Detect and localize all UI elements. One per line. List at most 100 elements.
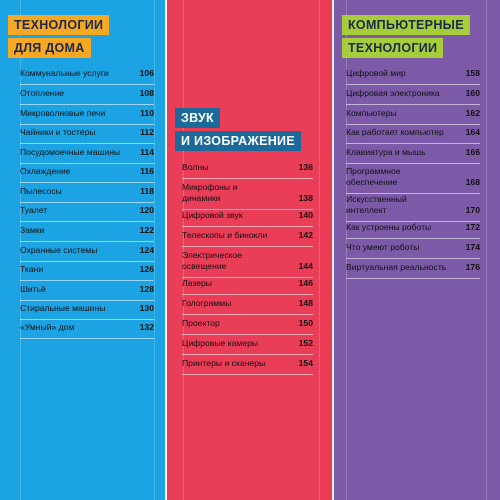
toc-item-page: 124 <box>139 245 154 255</box>
toc-item[interactable]: Как работает компьютер 164 <box>346 127 480 138</box>
toc-item[interactable]: Шитьё 128 <box>20 284 154 295</box>
toc-separator <box>20 124 154 125</box>
toc-separator <box>20 261 154 262</box>
toc-item-page: 128 <box>139 284 154 294</box>
toc-item-page: 170 <box>465 205 480 215</box>
toc-item-label: Программное обеспечение <box>346 166 401 187</box>
toc-item[interactable]: Замки 122 <box>20 225 154 236</box>
toc-item-page: 120 <box>139 205 154 215</box>
toc-item-label: Охранные системы <box>20 245 98 255</box>
toc-item-label: Ткани <box>20 264 44 274</box>
toc-item[interactable]: Отопление 108 <box>20 88 154 99</box>
toc-item[interactable]: Цифровой звук 140 <box>182 210 313 221</box>
toc-item-page: 162 <box>465 108 480 118</box>
toc-item[interactable]: Ткани 126 <box>20 264 154 275</box>
toc-item-page: 160 <box>465 88 480 98</box>
toc-item-label: Принтеры и сканеры <box>182 358 266 368</box>
toc-separator <box>20 202 154 203</box>
toc-item[interactable]: Компьютеры 162 <box>346 108 480 119</box>
toc-item[interactable]: Охлаждение 116 <box>20 166 154 177</box>
toc-item-page: 142 <box>298 230 313 240</box>
toc-item-label: Пылесосы <box>20 186 62 196</box>
toc-separator <box>346 193 480 194</box>
toc-item[interactable]: Коммунальные услуги 106 <box>20 68 154 79</box>
toc-item[interactable]: Посудомоечные машины 114 <box>20 147 154 158</box>
toc-item[interactable]: Стиральные машины 130 <box>20 303 154 314</box>
toc-separator <box>20 163 154 164</box>
column-home-technologies: ТЕХНОЛОГИИ ДЛЯ ДОМА Коммунальные услуги 1… <box>0 0 165 500</box>
toc-separator <box>20 319 154 320</box>
toc-item-page: 118 <box>140 186 154 196</box>
toc-item-label: Туалет <box>20 205 48 215</box>
toc-item[interactable]: Цифровая электроника 160 <box>346 88 480 99</box>
gridline <box>346 0 347 500</box>
gridline <box>486 0 487 500</box>
toc-item-label: Коммунальные услуги <box>20 68 109 78</box>
toc-item-label: Цифровой звук <box>182 210 243 220</box>
toc-item[interactable]: Программное обеспечение 168 <box>346 166 480 188</box>
toc-item-label: Отопление <box>20 88 65 98</box>
toc-item-label: Стиральные машины <box>20 303 106 313</box>
toc-item[interactable]: Искусственный интеллект 170 <box>346 194 480 216</box>
toc-item[interactable]: Голограммы 148 <box>182 298 313 309</box>
toc-item-page: 130 <box>139 303 154 313</box>
toc-separator <box>20 280 154 281</box>
toc-item[interactable]: Пылесосы 118 <box>20 186 154 197</box>
toc-item[interactable]: Проектор 150 <box>182 318 313 329</box>
toc-item-label: Проектор <box>182 318 220 328</box>
toc-item[interactable]: Чайники и тостеры 112 <box>20 127 154 138</box>
toc-item[interactable]: Телескопы и бинокли 142 <box>182 230 313 241</box>
toc-item-page: 106 <box>139 68 154 78</box>
toc-item-label: Волны <box>182 162 209 172</box>
toc-item-page: 166 <box>465 147 480 157</box>
toc-item[interactable]: «Умный» дом 132 <box>20 322 154 333</box>
section-title-line-1: ЗВУК <box>175 108 220 128</box>
toc-separator <box>182 226 313 227</box>
toc-item-label: Цифровой мир <box>346 68 406 78</box>
toc-item-label: Электрическое освещение <box>182 250 243 271</box>
toc-item-label: Виртуальная реальность <box>346 262 447 272</box>
toc-item[interactable]: Что умеют роботы 174 <box>346 242 480 253</box>
toc-item[interactable]: Охранные системы 124 <box>20 245 154 256</box>
toc-item-page: 154 <box>298 358 313 368</box>
toc-separator <box>346 124 480 125</box>
toc-item[interactable]: Лазеры 146 <box>182 278 313 289</box>
toc-item-page: 174 <box>465 242 480 252</box>
toc-separator <box>20 143 154 144</box>
column-divider <box>332 0 334 500</box>
toc-item-page: 148 <box>298 298 313 308</box>
toc-item-label: Телескопы и бинокли <box>182 230 268 240</box>
toc-item[interactable]: Виртуальная реальность 176 <box>346 262 480 273</box>
toc-separator <box>20 104 154 105</box>
toc-separator <box>182 178 313 179</box>
toc-separator <box>20 300 154 301</box>
toc-item[interactable]: Клавиатура и мышь 166 <box>346 147 480 158</box>
toc-item[interactable]: Электрическое освещение 144 <box>182 250 313 272</box>
toc-item-label: Охлаждение <box>20 166 71 176</box>
toc-item[interactable]: Туалет 120 <box>20 205 154 216</box>
column-computer-technologies: КОМПЬЮТЕРНЫЕ ТЕХНОЛОГИИ Цифровой мир 158 Ц… <box>334 0 500 500</box>
toc-item[interactable]: Волны 136 <box>182 162 313 173</box>
toc-separator <box>182 374 313 375</box>
toc-item[interactable]: Принтеры и сканеры 154 <box>182 358 313 369</box>
toc-separator <box>20 338 154 339</box>
toc-item-label: Как работает компьютер <box>346 127 444 137</box>
toc-separator <box>346 104 480 105</box>
toc-item-page: 138 <box>298 193 313 203</box>
toc-item-page: 140 <box>298 210 313 220</box>
toc-item[interactable]: Цифровые камеры 152 <box>182 338 313 349</box>
toc-item[interactable]: Микрофоны и динамики 138 <box>182 182 313 204</box>
section-title-line-1: ТЕХНОЛОГИИ <box>8 15 110 35</box>
section-title-line-1: КОМПЬЮТЕРНЫЕ <box>342 15 470 35</box>
gridline <box>20 0 21 500</box>
toc-separator <box>346 84 480 85</box>
toc-separator <box>182 209 313 210</box>
toc-item-label: Голограммы <box>182 298 232 308</box>
toc-item-label: Цифровые камеры <box>182 338 259 348</box>
toc-item[interactable]: Как устроены роботы 172 <box>346 222 480 233</box>
toc-item-label: Искусственный интеллект <box>346 194 407 215</box>
toc-item-page: 126 <box>139 264 154 274</box>
toc-item-label: Замки <box>20 225 45 235</box>
toc-item[interactable]: Микроволновые печи 110 <box>20 108 154 119</box>
toc-item[interactable]: Цифровой мир 158 <box>346 68 480 79</box>
